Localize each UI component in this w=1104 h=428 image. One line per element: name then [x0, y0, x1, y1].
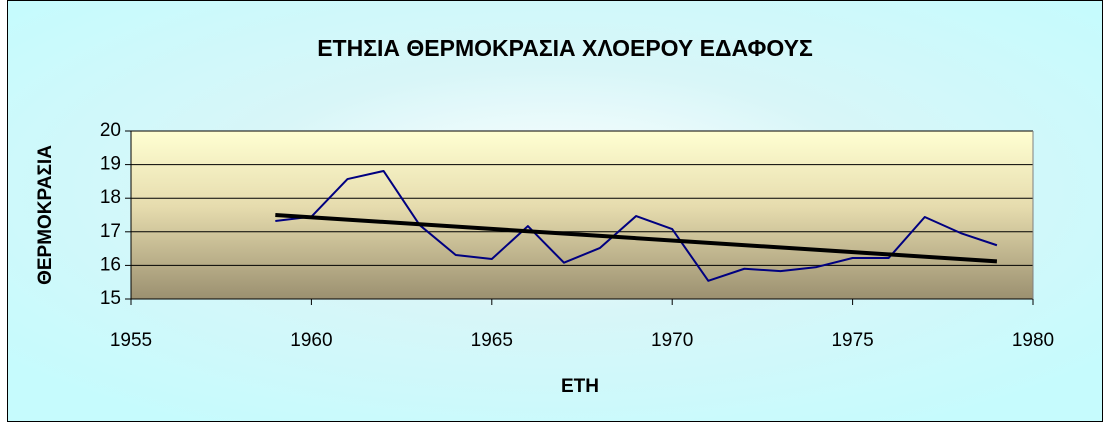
- x-tick-label: 1960: [290, 330, 332, 351]
- trend-line: [275, 213, 998, 264]
- y-axis-label: ΘΕΡΜΟΚΡΑΣΙΑ: [35, 145, 56, 285]
- y-tick-label: 19: [100, 154, 121, 175]
- x-tick-label: 1965: [471, 330, 513, 351]
- y-tick-label: 17: [100, 221, 121, 242]
- y-tick-label: 15: [100, 288, 121, 309]
- y-tick-label: 16: [100, 254, 121, 275]
- x-axis-label: ΕΤΗ: [561, 376, 599, 397]
- x-tick-label: 1980: [1012, 330, 1054, 351]
- x-tick-label: 1955: [110, 330, 152, 351]
- data-line: [275, 169, 998, 282]
- plot-area: [131, 131, 1033, 299]
- y-tick-label: 20: [100, 120, 121, 141]
- x-tick-label: 1970: [651, 330, 693, 351]
- y-tick-label: 18: [100, 187, 121, 208]
- chart-title: ΕΤΗΣΙΑ ΘΕΡΜΟΚΡΑΣΙΑ ΧΛΟΕΡΟΥ ΕΔΑΦΟΥΣ: [317, 35, 813, 61]
- x-tick-label: 1975: [831, 330, 873, 351]
